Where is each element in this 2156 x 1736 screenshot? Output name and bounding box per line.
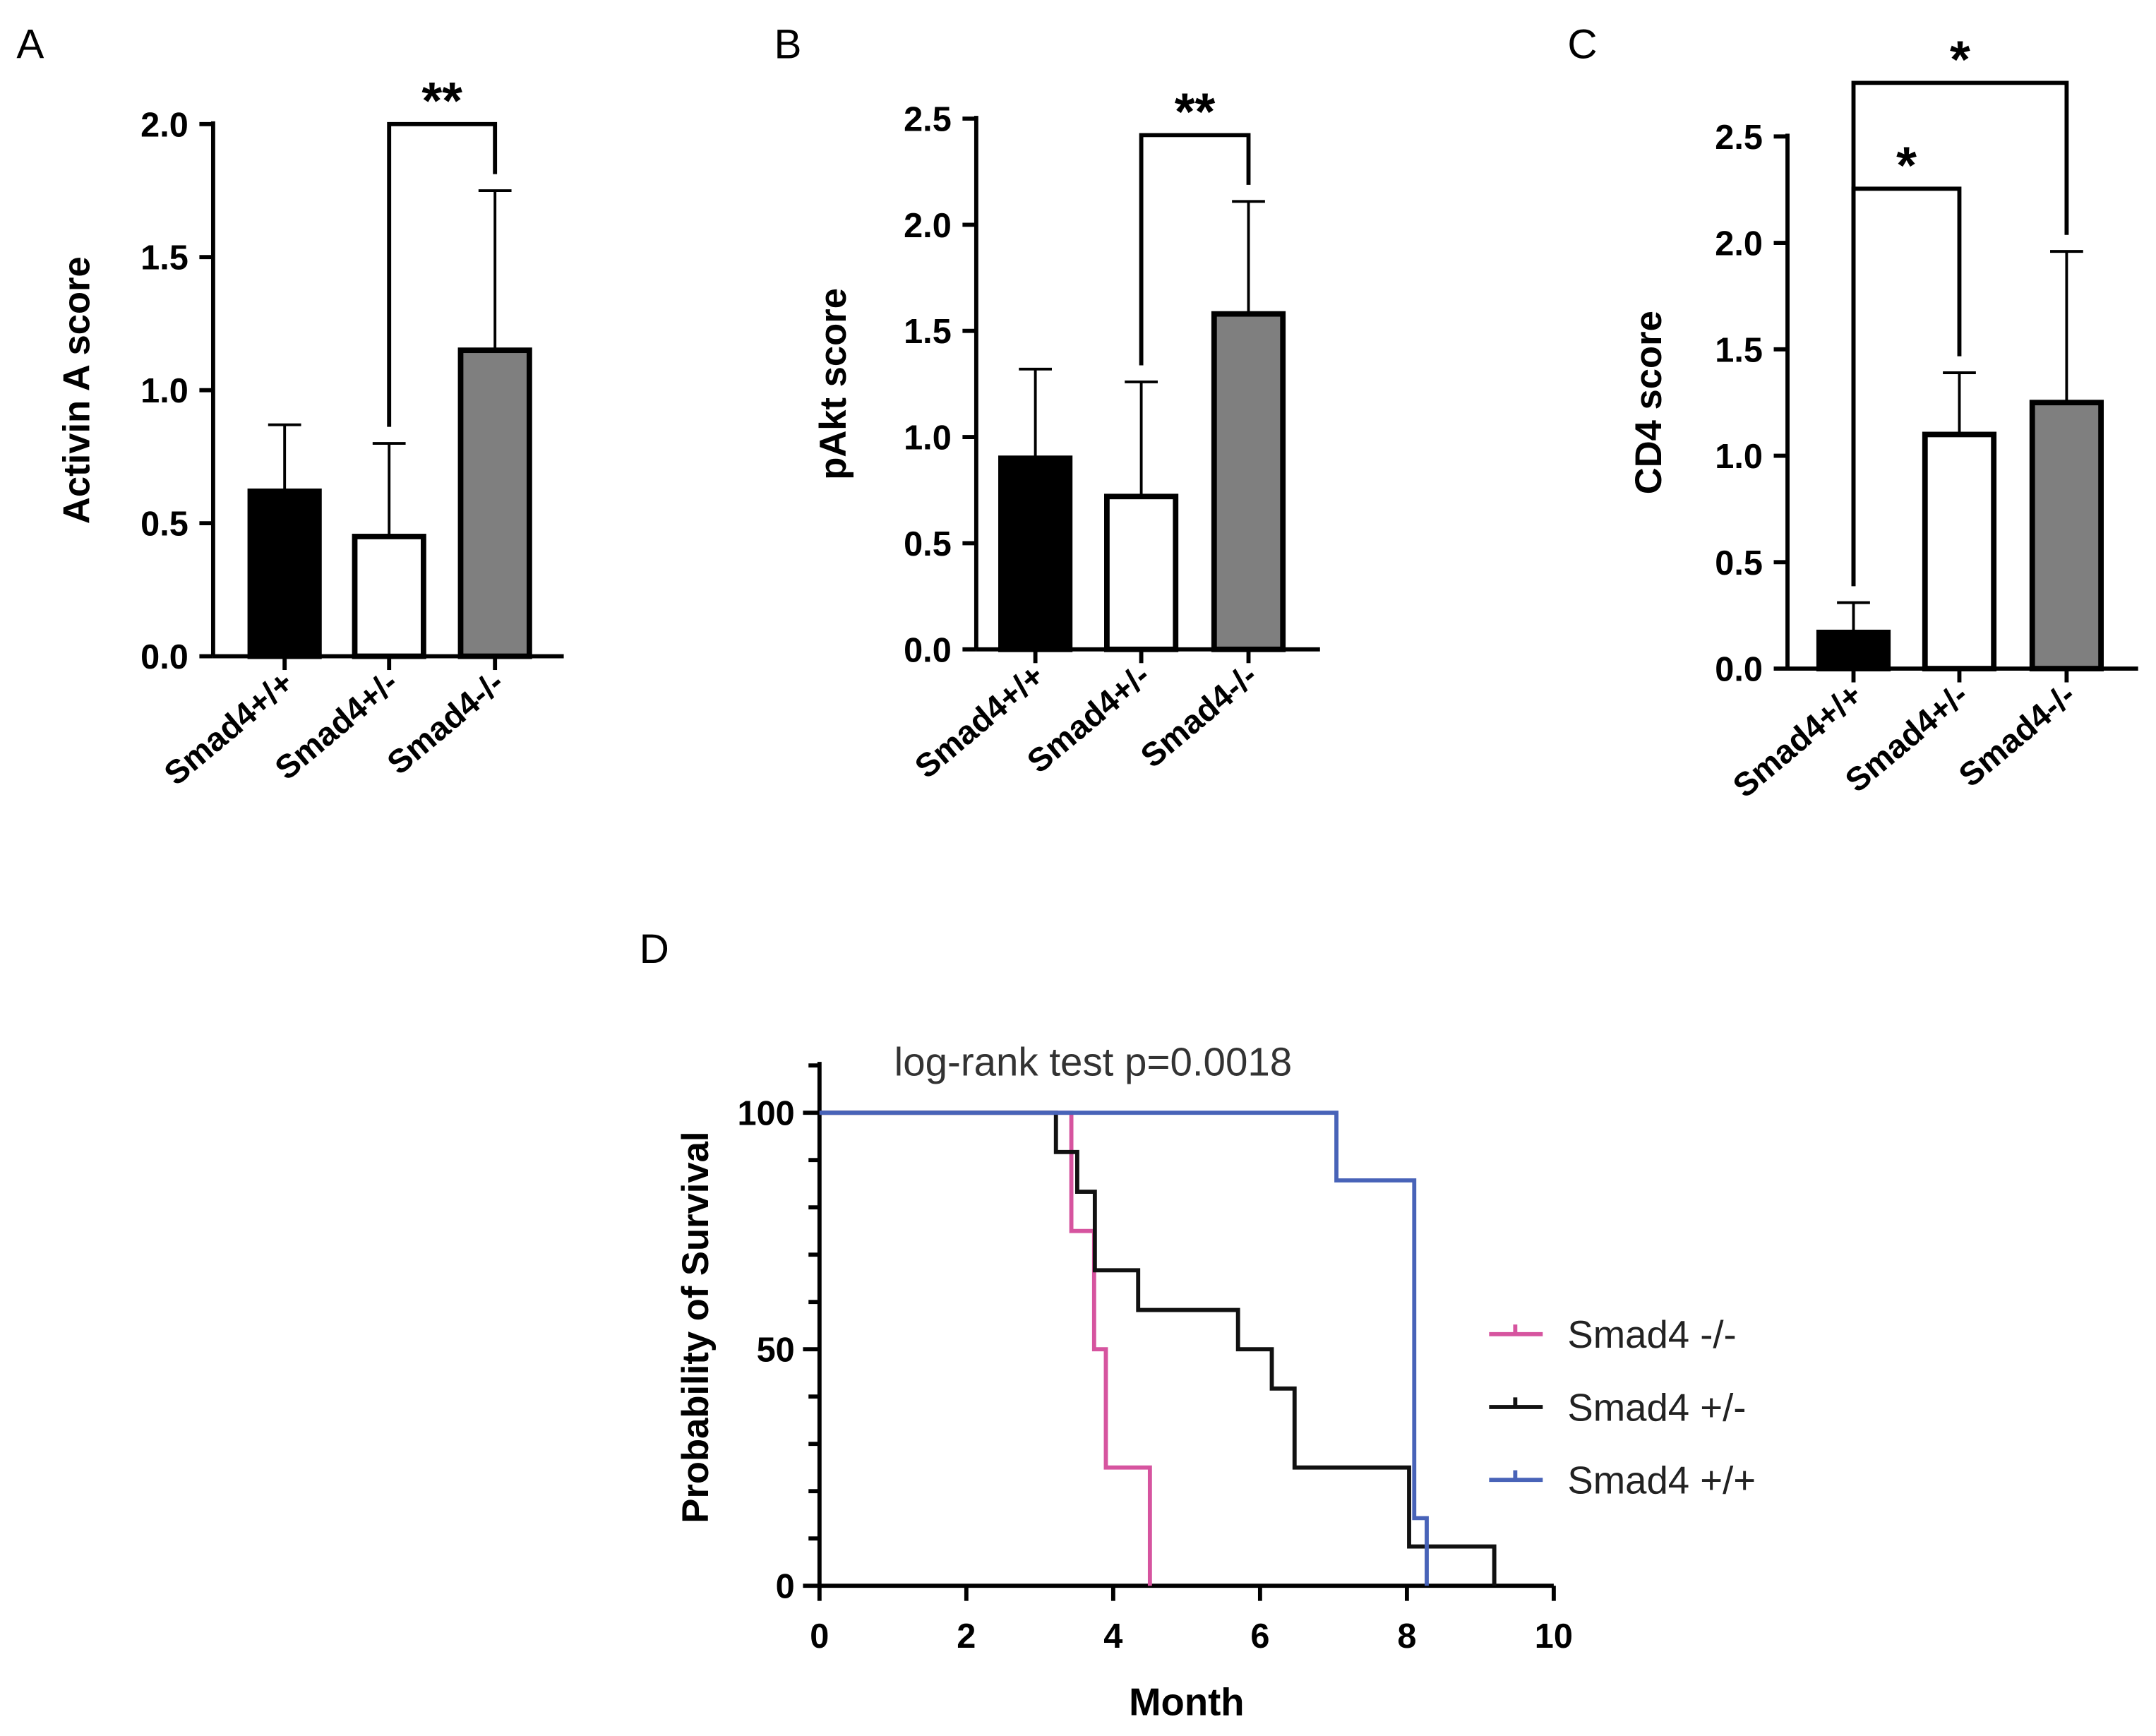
- y-axis-label: CD4 score: [1628, 311, 1670, 494]
- legend-label: Smad4 +/+: [1567, 1459, 1756, 1502]
- x-tick-label: 10: [1535, 1617, 1573, 1656]
- y-tick-label: 1.5: [140, 239, 188, 277]
- y-tick-label: 0.0: [904, 631, 952, 669]
- significance-bracket: [387, 121, 498, 427]
- bar-chart-c: 0.0 0.5 1.0 1.5 2.0 2.5 CD4 score Smad4+/+ Smad4…: [1628, 30, 2138, 805]
- x-tick-label: 8: [1397, 1617, 1416, 1656]
- bar-smad4-: [998, 455, 1073, 652]
- x-axis-label: Month: [1129, 1680, 1244, 1723]
- y-tick-label: 0.5: [904, 525, 952, 563]
- y-axis-label: Probability of Survival: [675, 1131, 717, 1523]
- y-tick-label: 1.5: [1715, 331, 1763, 369]
- y-tick-label: 1.0: [140, 372, 188, 410]
- bar-chart-a: 0.0 0.5 1.0 1.5 2.0 Activin A score Smad4+/+ Sm…: [56, 71, 564, 792]
- survival-chart: log-rank test p=0.0018 0 50 100 0 2 4 6 8 10 Month…: [675, 1040, 1756, 1724]
- x-tick-label: 4: [1103, 1617, 1122, 1656]
- y-tick-label: 1.0: [904, 419, 952, 457]
- x-tick-label: Smad4-/-: [381, 664, 511, 782]
- x-tick-label: 6: [1250, 1617, 1269, 1656]
- y-tick-label: 0.5: [1715, 544, 1763, 582]
- significance-bracket: [1139, 133, 1251, 366]
- significance-label: **: [421, 71, 462, 130]
- x-tick-label: Smad4+/+: [908, 657, 1051, 785]
- y-tick-label: 2.5: [904, 101, 952, 139]
- y-tick-label: 0: [776, 1568, 795, 1606]
- legend-label: Smad4 +/-: [1567, 1386, 1746, 1429]
- bar-smad4-: [247, 488, 322, 659]
- bar-smad4-: [1922, 431, 1997, 671]
- significance-label: *: [1896, 136, 1917, 195]
- survival-curve-0: [819, 1111, 1152, 1586]
- bar-smad4-: [2029, 400, 2104, 671]
- significance-bracket: [1851, 80, 2069, 587]
- survival-curve-1: [819, 1111, 1497, 1586]
- y-axis-label: Activin A score: [56, 256, 98, 524]
- y-tick-label: 2.5: [1715, 119, 1763, 157]
- x-tick-label: Smad4+/+: [1726, 676, 1869, 805]
- y-tick-label: 1.5: [904, 313, 952, 351]
- x-tick-label: Smad4-/-: [1134, 657, 1264, 774]
- x-tick-label: Smad4-/-: [1952, 676, 2083, 794]
- bar-smad4-: [1104, 493, 1179, 652]
- survival-curve-2: [819, 1111, 1429, 1586]
- bar-smad4-: [1211, 311, 1286, 652]
- significance-label: *: [1950, 30, 1970, 89]
- y-tick-label: 100: [738, 1095, 795, 1133]
- y-tick-label: 50: [757, 1331, 795, 1370]
- bar-smad4-: [457, 347, 532, 659]
- y-tick-label: 0.5: [140, 505, 188, 544]
- panel-label-a: A: [16, 21, 44, 67]
- y-tick-label: 2.0: [1715, 225, 1763, 263]
- y-tick-label: 0.0: [1715, 651, 1763, 689]
- y-tick-label: 0.0: [140, 638, 188, 676]
- bar-chart-b: 0.0 0.5 1.0 1.5 2.0 2.5 pAkt score Smad4+/+ Smad…: [813, 83, 1320, 785]
- y-axis-label: pAkt score: [813, 288, 854, 480]
- chart-title: log-rank test p=0.0018: [894, 1040, 1293, 1084]
- bar-smad4-: [352, 534, 426, 659]
- significance-label: **: [1175, 83, 1216, 141]
- panel-label-b: B: [774, 21, 802, 67]
- y-tick-label: 1.0: [1715, 438, 1763, 476]
- x-tick-label: 2: [957, 1617, 976, 1656]
- bar-smad4-: [1816, 629, 1891, 671]
- y-tick-label: 2.0: [140, 106, 188, 144]
- panel-label-c: C: [1567, 21, 1597, 67]
- x-tick-label: 0: [810, 1617, 829, 1656]
- x-tick-label: Smad4+/+: [157, 664, 301, 792]
- panel-label-d: D: [640, 926, 669, 972]
- y-tick-label: 2.0: [904, 207, 952, 245]
- legend-label: Smad4 -/-: [1567, 1313, 1736, 1356]
